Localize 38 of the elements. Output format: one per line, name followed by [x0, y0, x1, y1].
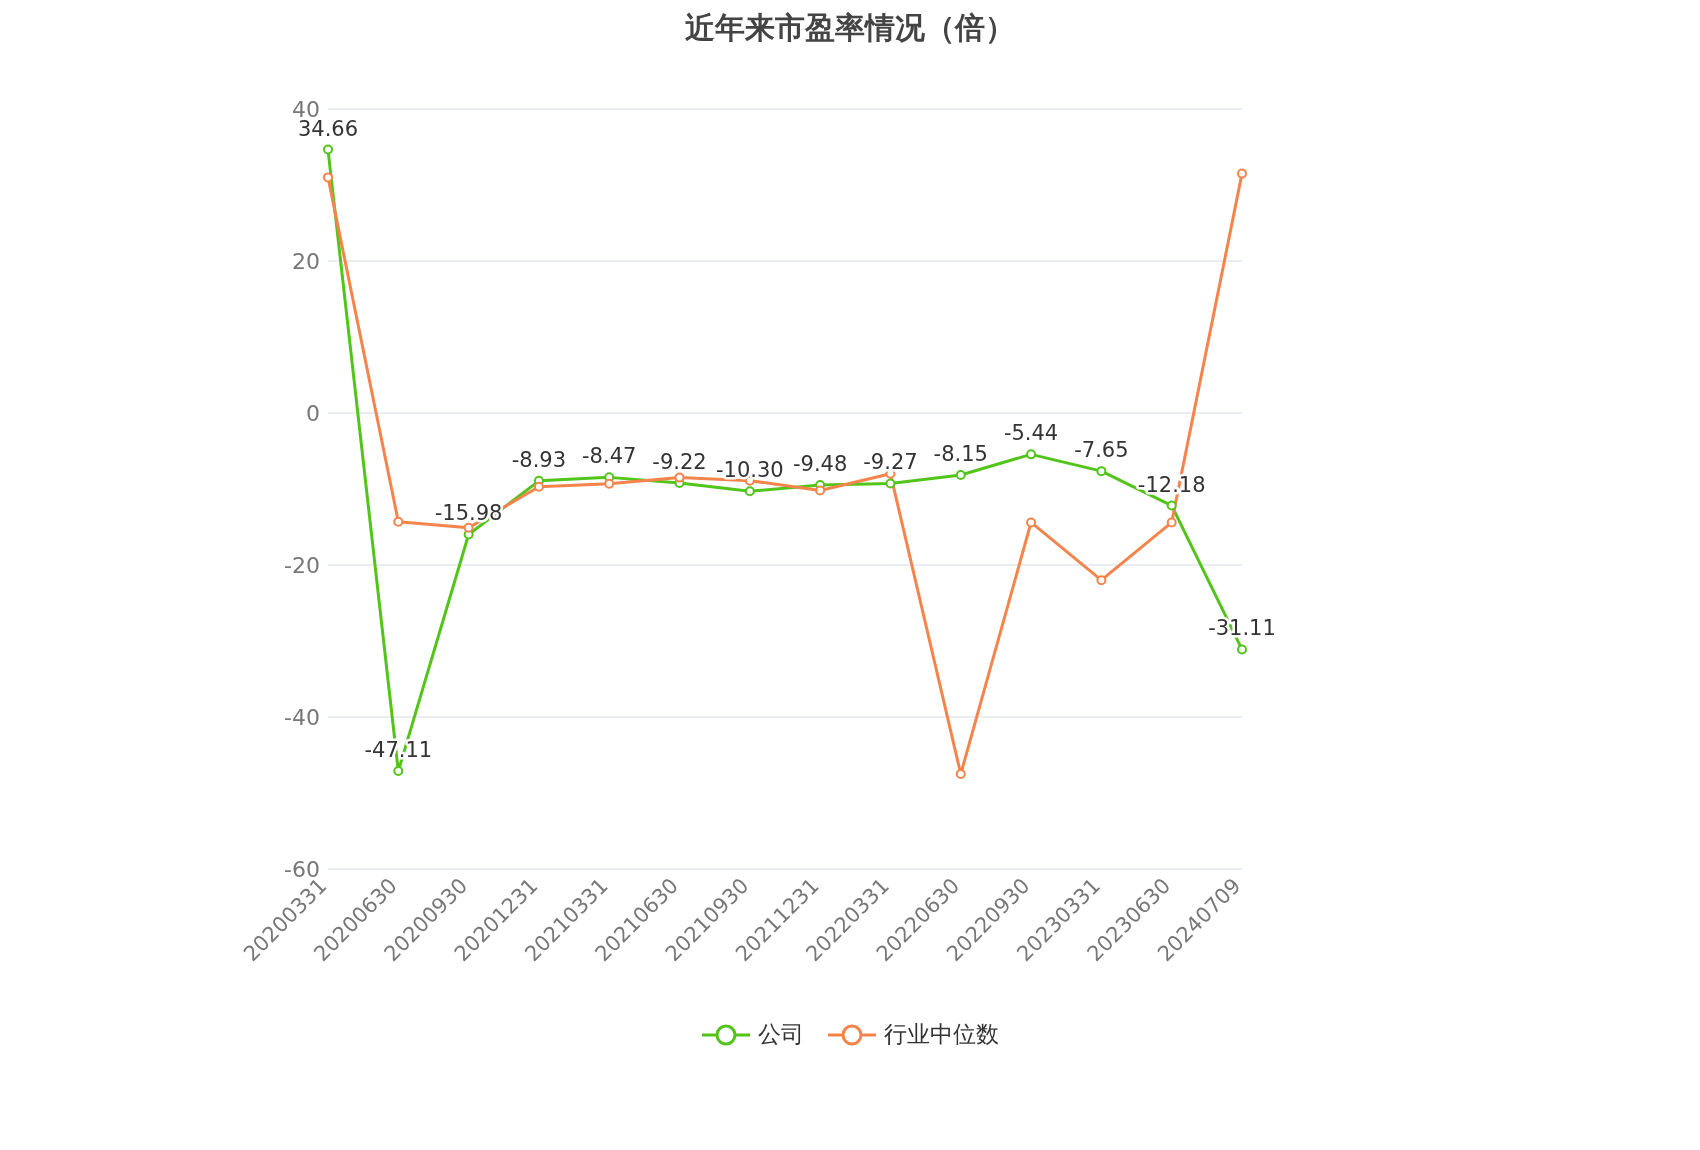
data-label: -7.65 — [1074, 438, 1129, 463]
y-tick-label: 0 — [306, 400, 320, 426]
data-label: -8.15 — [933, 441, 988, 466]
point — [674, 472, 685, 483]
legend-label: 行业中位数 — [883, 1020, 999, 1049]
point — [1237, 644, 1247, 655]
data-label: -10.30 — [715, 458, 784, 483]
data-label: -9.27 — [863, 450, 918, 475]
point — [1026, 449, 1037, 460]
point — [1166, 517, 1177, 528]
data-label: -9.22 — [652, 450, 707, 475]
point — [393, 516, 404, 527]
point — [463, 522, 474, 533]
data-label: -8.47 — [582, 444, 637, 469]
legend-label: 公司 — [757, 1020, 804, 1049]
point — [323, 172, 333, 183]
y-tick-label: -40 — [284, 704, 320, 730]
point — [885, 478, 896, 489]
point — [1096, 466, 1107, 477]
point — [955, 469, 966, 480]
point — [393, 766, 404, 777]
point — [604, 478, 615, 489]
point — [323, 144, 333, 155]
point — [815, 485, 826, 496]
point — [533, 481, 544, 492]
point — [744, 486, 755, 497]
point — [1237, 168, 1247, 179]
y-tick-label: -20 — [284, 552, 320, 578]
point — [1096, 575, 1107, 586]
chart-title: 近年来市盈率情况（倍） — [684, 9, 1016, 47]
y-tick-label: 20 — [292, 248, 320, 274]
point — [1166, 500, 1177, 511]
point — [955, 769, 966, 779]
data-label: -8.93 — [511, 447, 567, 472]
data-label: -5.44 — [1003, 421, 1059, 446]
data-label: 34.66 — [297, 116, 359, 141]
data-label: -9.48 — [792, 452, 848, 477]
point — [1026, 517, 1037, 528]
